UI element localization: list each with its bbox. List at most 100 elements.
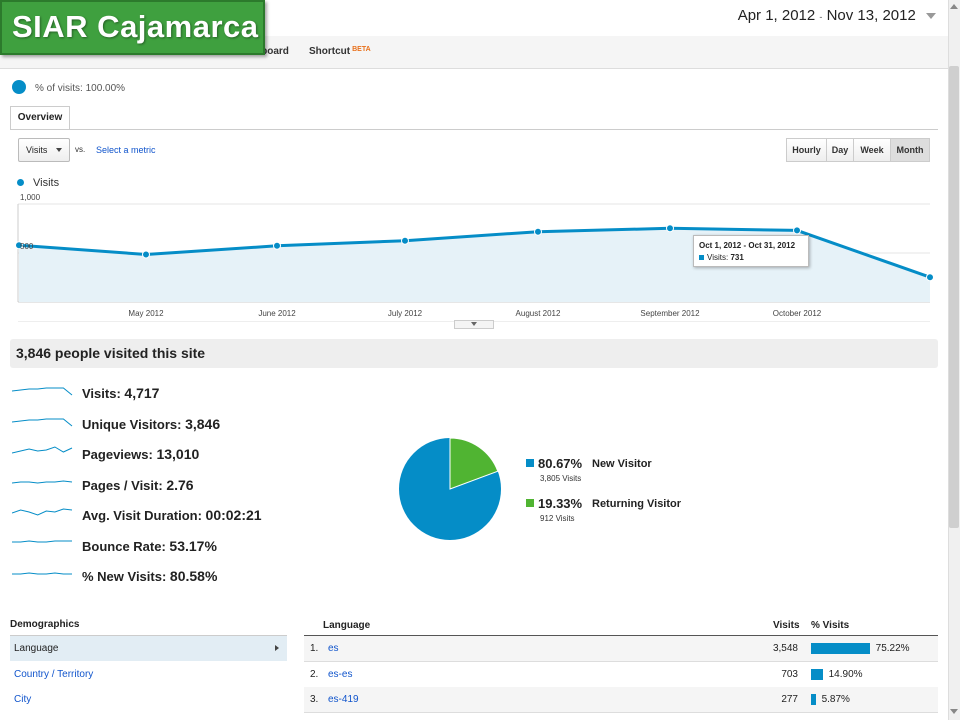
tab-shortcut[interactable]: Shortcut BETA [309, 46, 371, 57]
chart-legend-label: Visits [33, 177, 60, 189]
hourly-button[interactable]: Hourly [786, 138, 827, 162]
beta-badge: BETA [352, 46, 371, 53]
x-tick-label: June 2012 [258, 309, 296, 318]
tooltip-value: 731 [730, 253, 744, 262]
tab-overview[interactable]: Overview [10, 106, 70, 130]
metric-label: % New Visits: 80.58% [82, 568, 217, 584]
chart-tooltip: Oct 1, 2012 - Oct 31, 2012 Visits: 731 [693, 235, 809, 267]
scrollbar-thumb[interactable] [949, 66, 959, 528]
language-link[interactable]: es-es [328, 668, 353, 680]
divider [10, 129, 938, 130]
x-tick-label: August 2012 [516, 309, 561, 318]
metric-name: Pages / Visit: [82, 477, 163, 493]
metric-name: Bounce Rate: [82, 538, 166, 554]
sparkline [12, 539, 72, 542]
row-visits: 703 [781, 668, 798, 680]
table-row: 3. es-419 277 5.87% [304, 687, 938, 713]
chevron-right-icon [275, 645, 279, 651]
sparkline [12, 446, 73, 454]
metric-name: Visits: [82, 386, 121, 401]
segment-label: % of visits: 100.00% [35, 83, 126, 94]
metric-dropdown[interactable]: Visits [18, 138, 70, 162]
sparkline [12, 508, 73, 516]
demographics-item-city[interactable]: City [14, 694, 32, 705]
x-tick-label: May 2012 [128, 309, 164, 318]
summary-metric: Pageviews: 13,010 [12, 442, 312, 464]
select-metric-link[interactable]: Select a metric [96, 145, 156, 155]
language-link[interactable]: es-419 [328, 694, 359, 705]
chart-resize-handle[interactable] [454, 320, 494, 329]
brand-banner: SIAR Cajamarca [0, 0, 265, 55]
x-tick-label: September 2012 [640, 309, 700, 318]
new-visitor-label: New Visitor [592, 458, 652, 470]
data-point [666, 224, 674, 233]
date-start: Apr 1, 2012 [737, 7, 816, 24]
column-header-language[interactable]: Language [323, 620, 371, 631]
row-visits: 277 [781, 694, 798, 705]
date-end: Nov 13, 2012 [826, 7, 916, 24]
demographics-item-country[interactable]: Country / Territory [14, 669, 94, 680]
summary-metric: Unique Visitors: 3,846 [12, 412, 312, 434]
scroll-up-icon[interactable] [950, 4, 958, 9]
metric-name: Unique Visitors: [82, 416, 182, 432]
row-index: 1. [310, 643, 319, 654]
row-index: 2. [310, 668, 319, 680]
language-link[interactable]: es [328, 643, 339, 654]
month-button[interactable]: Month [890, 138, 930, 162]
metric-label: Avg. Visit Duration: 00:02:21 [82, 507, 262, 523]
visitor-type-pie [399, 437, 501, 540]
metric-value: 2.76 [166, 476, 194, 493]
data-point [142, 250, 150, 259]
metric-label: Unique Visitors: 3,846 [82, 416, 220, 432]
column-header-visits[interactable]: Visits [773, 620, 800, 631]
date-range-picker[interactable]: Apr 1, 2012 - Nov 13, 2012 [738, 7, 936, 24]
metric-label: Pages / Visit: 2.76 [82, 477, 194, 493]
chevron-down-icon [471, 322, 477, 326]
pct-bar [811, 694, 816, 705]
summary-metric: Bounce Rate: 53.17% [12, 534, 312, 556]
series-line [18, 226, 931, 279]
sparkline [12, 387, 73, 396]
week-button[interactable]: Week [853, 138, 891, 162]
chevron-down-icon [926, 13, 936, 20]
summary-metric: Visits: 4,717 [12, 381, 312, 403]
tooltip-row: Visits: 731 [699, 252, 803, 264]
row-pct: 5.87% [821, 694, 850, 705]
demographics-item-language[interactable]: Language [10, 636, 287, 661]
summary-metric: % New Visits: 80.58% [12, 564, 312, 586]
summary-metric: Avg. Visit Duration: 00:02:21 [12, 503, 312, 525]
brand-title: SIAR Cajamarca [12, 9, 259, 44]
row-visits: 3,548 [772, 643, 798, 654]
sparkline [12, 418, 73, 426]
chevron-down-icon [56, 148, 62, 152]
summary-title: 3,846 people visited this site [10, 339, 938, 368]
metric-label: Pageviews: 13,010 [82, 446, 199, 462]
pct-bar [811, 643, 870, 654]
metric-label: Bounce Rate: 53.17% [82, 538, 217, 554]
metric-value: 80.58% [169, 568, 218, 584]
x-tick-label: July 2012 [388, 309, 423, 318]
returning-visitor-swatch [526, 499, 534, 507]
data-point [15, 241, 23, 250]
metric-dropdown-value: Visits [26, 145, 48, 155]
segment-pie-icon [12, 80, 26, 94]
metric-name: Avg. Visit Duration: [82, 508, 202, 523]
summary-metric: Pages / Visit: 2.76 [12, 473, 312, 495]
metric-value: 4,717 [124, 385, 160, 401]
data-point [793, 226, 801, 235]
metric-value: 13,010 [156, 446, 200, 462]
scroll-down-icon[interactable] [950, 709, 958, 714]
metric-value: 3,846 [185, 415, 221, 432]
legend-dot [17, 179, 24, 186]
column-header-pct-visits[interactable]: % Visits [811, 620, 850, 631]
y-tick-label: 1,000 [20, 193, 41, 202]
data-point [401, 236, 409, 245]
tab-dashboard[interactable]: hboard [255, 46, 289, 57]
returning-visitor-visits: 912 Visits [540, 514, 575, 523]
date-separator: - [819, 12, 823, 22]
row-pct: 14.90% [828, 668, 863, 680]
table-row: 1. es 3,548 75.22% [304, 636, 938, 662]
metric-name: % New Visits: [82, 569, 167, 584]
row-pct: 75.22% [875, 643, 910, 654]
day-button[interactable]: Day [826, 138, 854, 162]
